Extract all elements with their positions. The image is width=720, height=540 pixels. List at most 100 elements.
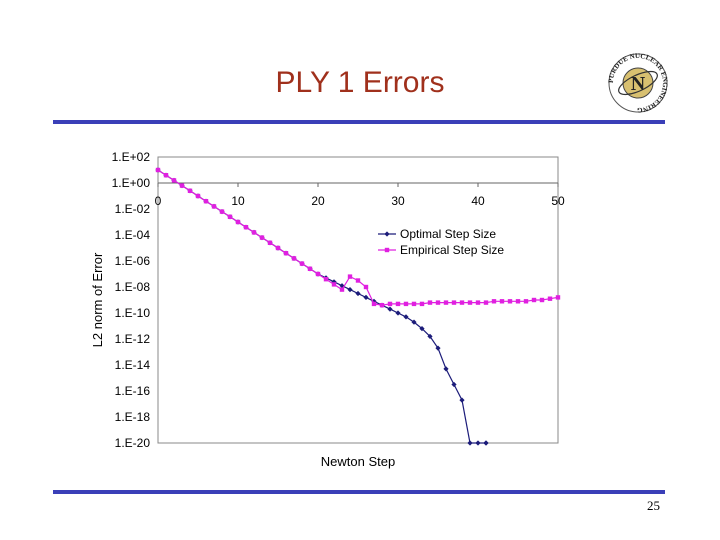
data-point bbox=[419, 326, 425, 332]
data-point bbox=[275, 245, 281, 251]
data-point bbox=[419, 301, 425, 307]
legend-label: Empirical Step Size bbox=[400, 243, 504, 257]
data-point bbox=[211, 204, 217, 209]
data-point bbox=[187, 188, 193, 193]
data-point bbox=[427, 300, 433, 305]
data-point bbox=[395, 310, 401, 316]
legend-marker bbox=[384, 247, 390, 253]
data-point bbox=[427, 333, 433, 339]
legend-label: Optimal Step Size bbox=[400, 227, 496, 241]
y-tick-label: 1.E-06 bbox=[115, 254, 151, 268]
data-point bbox=[171, 178, 177, 183]
data-point bbox=[435, 345, 441, 351]
data-point bbox=[363, 284, 369, 290]
data-point bbox=[491, 299, 497, 304]
y-tick-label: 1.E-20 bbox=[115, 436, 151, 450]
data-point bbox=[387, 301, 393, 307]
data-point bbox=[443, 300, 449, 305]
data-point bbox=[363, 294, 369, 300]
data-point bbox=[267, 240, 273, 245]
data-point bbox=[555, 295, 561, 300]
y-tick-label: 1.E-12 bbox=[115, 332, 151, 346]
y-tick-label: 1.E-16 bbox=[115, 384, 151, 398]
slide-title: PLY 1 Errors bbox=[275, 66, 445, 99]
y-axis-label: L2 norm of Error bbox=[90, 252, 105, 347]
data-point bbox=[163, 173, 169, 178]
data-point bbox=[515, 299, 521, 304]
data-point bbox=[523, 299, 529, 304]
y-tick-label: 1.E-04 bbox=[115, 228, 151, 242]
legend-box bbox=[376, 224, 516, 260]
y-tick-label: 1.E-02 bbox=[115, 202, 151, 216]
y-tick-label: 1.E+00 bbox=[112, 176, 151, 190]
data-point bbox=[251, 230, 257, 235]
x-tick-label: 40 bbox=[471, 194, 485, 208]
x-tick-label: 30 bbox=[391, 194, 405, 208]
x-tick-label: 0 bbox=[155, 194, 162, 208]
data-point bbox=[459, 300, 465, 305]
x-tick-label: 20 bbox=[311, 194, 325, 208]
data-point bbox=[499, 299, 505, 304]
purdue-nuclear-engineering-seal-icon: N PURDUE NUCLEAR ENGINEERING bbox=[607, 52, 669, 114]
data-point bbox=[355, 278, 361, 283]
data-point bbox=[483, 440, 489, 446]
data-point bbox=[307, 266, 313, 271]
data-point bbox=[283, 251, 289, 256]
data-point bbox=[219, 209, 225, 214]
y-tick-label: 1.E-10 bbox=[115, 306, 151, 320]
data-point bbox=[155, 167, 161, 173]
chart-series bbox=[155, 167, 561, 446]
x-tick-label: 50 bbox=[551, 194, 565, 208]
data-point bbox=[339, 287, 345, 292]
data-point bbox=[467, 300, 473, 305]
plot-area bbox=[157, 156, 559, 444]
chart-axes bbox=[157, 156, 559, 444]
data-point bbox=[483, 300, 489, 305]
data-point bbox=[387, 306, 393, 312]
data-point bbox=[371, 301, 377, 307]
top-rule bbox=[53, 120, 665, 124]
data-point bbox=[347, 287, 353, 293]
page-number: 25 bbox=[647, 498, 660, 513]
chart-ticks: 1.E+02 1.E+00 1.E-02 1.E-04 1.E-06 1.E-08 1.E-… bbox=[112, 150, 565, 450]
x-tick-label: 10 bbox=[231, 194, 245, 208]
data-point bbox=[403, 301, 409, 307]
data-point bbox=[467, 440, 473, 446]
data-point bbox=[315, 271, 321, 277]
data-point bbox=[539, 297, 545, 303]
data-point bbox=[411, 301, 417, 307]
data-point bbox=[451, 300, 457, 305]
logo-letter: N bbox=[631, 73, 646, 95]
y-tick-label: 1.E-14 bbox=[115, 358, 151, 372]
data-point bbox=[403, 314, 409, 320]
data-point bbox=[299, 261, 305, 266]
y-tick-label: 1.E-18 bbox=[115, 410, 151, 424]
legend-marker bbox=[384, 231, 390, 237]
data-point bbox=[203, 199, 209, 204]
data-point bbox=[547, 296, 553, 301]
data-point bbox=[195, 193, 201, 199]
data-point bbox=[259, 235, 265, 240]
data-point bbox=[347, 274, 353, 279]
data-point bbox=[531, 297, 537, 303]
data-point bbox=[451, 381, 457, 388]
data-point bbox=[507, 299, 513, 304]
data-point bbox=[235, 219, 241, 225]
chart-legend: Optimal Step Size Empirical Step Size bbox=[376, 224, 516, 260]
data-point bbox=[179, 183, 185, 188]
data-point bbox=[243, 225, 249, 230]
y-tick-label: 1.E-08 bbox=[115, 280, 151, 294]
bottom-rule bbox=[53, 490, 665, 494]
data-point bbox=[355, 290, 361, 297]
data-point bbox=[379, 303, 385, 308]
data-point bbox=[475, 300, 481, 305]
y-tick-label: 1.E+02 bbox=[112, 150, 151, 164]
data-point bbox=[459, 397, 465, 403]
data-point bbox=[331, 282, 337, 287]
data-point bbox=[411, 319, 417, 325]
data-point bbox=[395, 301, 401, 307]
data-point bbox=[475, 440, 481, 446]
x-axis-label: Newton Step bbox=[321, 454, 395, 469]
data-point bbox=[443, 366, 449, 372]
